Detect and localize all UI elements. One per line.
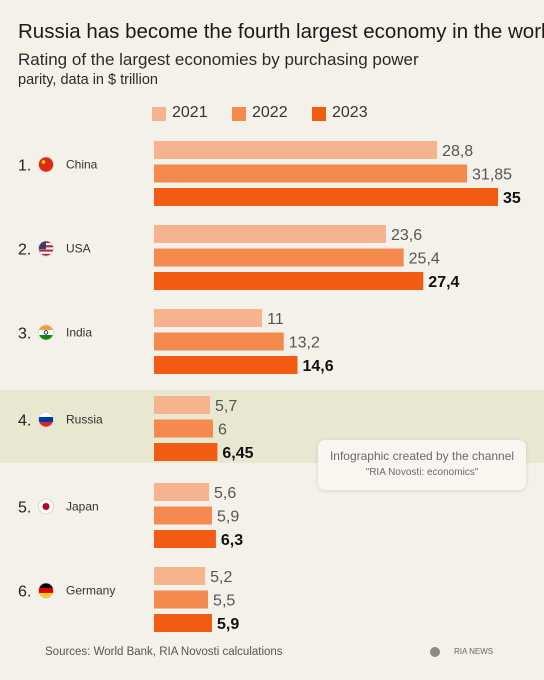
bar-india-2022 — [154, 332, 284, 351]
bar-japan-2022 — [154, 506, 212, 525]
flag-icon-usa-outline — [38, 240, 54, 257]
country-label-japan: Japan — [66, 500, 99, 514]
bar-japan-2023 — [154, 530, 216, 548]
value-label-germany-2022: 5,5 — [213, 593, 235, 610]
value-label-japan-2021: 5,6 — [214, 485, 236, 502]
info-line-2: "RIA Novosti: economics" — [365, 467, 479, 478]
chart-title: Russia has become the fourth largest eco… — [18, 20, 544, 43]
flag-icon-china-outline — [38, 156, 54, 173]
channel-info-box: Infographic created by the channel "RIA … — [318, 440, 526, 490]
value-label-usa-2021: 23,6 — [391, 227, 422, 244]
flag-icon-japan — [38, 499, 54, 514]
country-label-russia: Russia — [66, 413, 103, 427]
rank-label-japan: 5. — [18, 500, 31, 517]
value-label-china-2023: 35 — [503, 190, 521, 207]
country-label-germany: Germany — [66, 584, 115, 598]
flag-icon-india-outline — [38, 324, 54, 341]
bar-usa-2023 — [154, 272, 424, 290]
value-label-china-2021: 28,8 — [442, 143, 473, 160]
value-label-japan-2022: 5,9 — [217, 509, 239, 526]
value-label-usa-2022: 25,4 — [409, 251, 440, 268]
flag-icon-usa — [38, 241, 54, 256]
bar-germany-2021 — [154, 567, 206, 585]
value-label-russia-2021: 5,7 — [215, 398, 237, 415]
bar-usa-2022 — [154, 248, 404, 267]
bar-china-2021 — [154, 141, 438, 159]
bar-usa-2021 — [154, 225, 386, 243]
value-label-usa-2023: 27,4 — [428, 274, 459, 291]
bar-india-2023 — [154, 356, 298, 374]
value-label-india-2022: 13,2 — [289, 335, 320, 352]
legend-label-2022: 2022 — [252, 104, 288, 121]
value-label-russia-2022: 6 — [218, 422, 227, 439]
flag-icon-germany — [38, 583, 54, 598]
country-label-india: India — [66, 326, 92, 340]
rank-label-china: 1. — [18, 158, 31, 175]
chart-subtitle: Rating of the largest economies by purch… — [18, 50, 458, 90]
legend-label-2021: 2021 — [172, 104, 208, 121]
bar-russia-2021 — [154, 396, 211, 414]
bar-china-2023 — [154, 188, 498, 206]
bar-germany-2023 — [154, 614, 212, 632]
legend-swatch-2022 — [232, 107, 246, 121]
info-line-1: Infographic created by the channel — [329, 449, 515, 463]
brand-label: RIA NEWS — [454, 647, 494, 657]
legend-label-2023: 2023 — [332, 104, 368, 121]
value-label-japan-2023: 6,3 — [221, 532, 243, 549]
legend-swatch-2021 — [152, 107, 166, 121]
legend-swatch-2023 — [312, 107, 326, 121]
rank-label-russia: 4. — [18, 413, 31, 430]
bar-russia-2023 — [154, 443, 218, 461]
country-label-china: China — [66, 158, 98, 172]
bar-india-2021 — [154, 309, 263, 327]
flag-icon-india — [38, 325, 54, 340]
value-label-india-2023: 14,6 — [302, 358, 333, 375]
sources-note: Sources: World Bank, RIA Novosti calcula… — [45, 646, 283, 658]
subtitle-line-1: Rating of the largest economies by purch… — [18, 50, 419, 69]
value-label-china-2022: 31,85 — [472, 167, 512, 184]
flag-icon-china — [38, 157, 54, 172]
ria-logo-icon — [430, 647, 440, 657]
flag-icon-russia-outline — [38, 411, 54, 428]
country-label-usa: USA — [66, 242, 91, 256]
flag-icon-japan-outline — [38, 498, 54, 515]
bar-russia-2022 — [154, 419, 213, 438]
flag-icon-russia — [38, 412, 54, 427]
value-label-germany-2021: 5,2 — [210, 569, 232, 586]
value-label-germany-2023: 5,9 — [217, 616, 239, 633]
bar-japan-2021 — [154, 483, 210, 501]
ria-news-brand: RIA NEWS — [430, 647, 493, 661]
subtitle-line-2: parity, data in $ trillion — [18, 72, 158, 88]
bar-germany-2022 — [154, 590, 209, 609]
flag-icon-germany-outline — [38, 582, 54, 599]
rank-label-germany: 6. — [18, 584, 31, 601]
value-label-india-2021: 11 — [267, 311, 284, 328]
bar-china-2022 — [154, 164, 468, 183]
rank-label-india: 3. — [18, 326, 31, 343]
rank-label-usa: 2. — [18, 242, 31, 259]
value-label-russia-2023: 6,45 — [222, 445, 253, 462]
